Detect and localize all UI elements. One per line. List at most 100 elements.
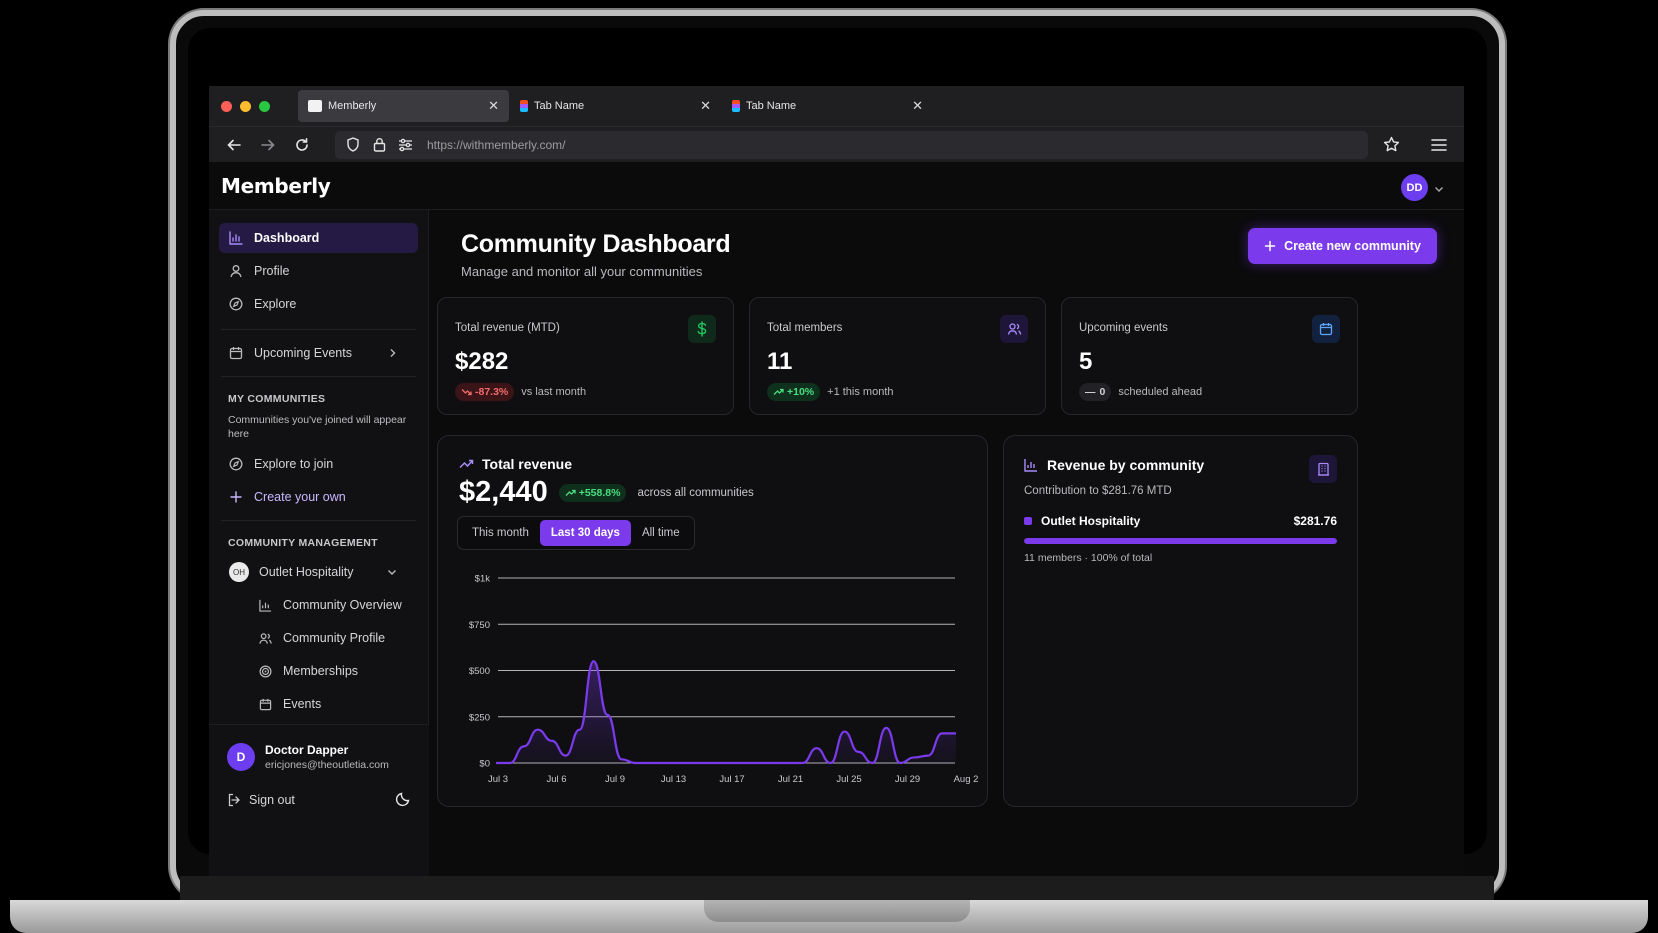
period-selector: This month Last 30 days All time: [457, 516, 695, 550]
users-icon: [1000, 315, 1028, 343]
sidebar: Dashboard Profile Explore Upcoming Event…: [209, 210, 429, 876]
plus-icon: [1264, 240, 1276, 252]
sidebar-item-label: Explore to join: [254, 457, 334, 471]
bar-chart-icon: [229, 231, 243, 245]
forward-button[interactable]: [255, 132, 281, 158]
user-icon: [230, 265, 242, 278]
window-controls: [221, 100, 270, 112]
lock-icon[interactable]: [369, 135, 389, 155]
change-value: 0: [1099, 386, 1106, 398]
total-revenue-value: $2,440: [459, 476, 548, 508]
sign-out-button[interactable]: Sign out: [227, 793, 295, 807]
sidebar-item-label: Dashboard: [254, 231, 320, 245]
stat-value: 11: [767, 348, 793, 375]
period-all-time[interactable]: All time: [641, 527, 680, 539]
create-your-own-link[interactable]: Create your own: [219, 482, 418, 512]
y-tick-label: $250: [469, 712, 490, 723]
create-community-label: Create new community: [1284, 239, 1421, 253]
minimize-window-button[interactable]: [240, 100, 251, 112]
target-icon: [259, 665, 272, 677]
chevron-down-icon[interactable]: [1434, 180, 1444, 198]
my-communities-heading: MY COMMUNITIES: [228, 393, 326, 405]
url-text[interactable]: https://withmemberly.com/: [427, 137, 566, 152]
explore-to-join-link[interactable]: Explore to join: [219, 449, 418, 479]
change-badge: +10%: [767, 383, 821, 401]
trend-down-icon: [461, 389, 472, 396]
page-title: Community Dashboard: [461, 230, 731, 258]
shield-icon[interactable]: [343, 135, 363, 155]
reload-button[interactable]: [289, 132, 315, 158]
memberly-favicon-icon: [308, 100, 322, 112]
y-tick-label: $0: [479, 759, 490, 770]
x-tick-label: Jul 3: [488, 774, 508, 785]
calendar-icon: [229, 347, 243, 360]
minus-icon: —: [1085, 386, 1096, 398]
community-revenue-detail: 11 members · 100% of total: [1024, 552, 1153, 564]
sidebar-item-label: Create your own: [254, 490, 346, 504]
change-value: -87.3%: [475, 386, 509, 398]
x-tick-label: Jul 9: [605, 774, 625, 785]
close-tab-icon[interactable]: ✕: [700, 98, 711, 113]
plus-icon: [230, 491, 242, 503]
community-revenue-name: Outlet Hospitality: [1041, 514, 1141, 528]
building-icon[interactable]: [1309, 455, 1337, 483]
community-selector[interactable]: OH Outlet Hospitality: [219, 557, 418, 587]
revenue-note: across all communities: [637, 486, 754, 499]
period-this-month[interactable]: This month: [472, 527, 529, 539]
sidebar-item-community-overview[interactable]: Community Overview: [219, 590, 418, 620]
close-tab-icon[interactable]: ✕: [488, 98, 499, 113]
community-revenue-row[interactable]: Outlet Hospitality $281.76: [1024, 514, 1337, 528]
create-community-button[interactable]: Create new community: [1248, 228, 1437, 264]
tab-2[interactable]: Tab Name ✕: [510, 90, 721, 122]
memberly-logo[interactable]: Memberly: [221, 173, 331, 198]
y-tick-label: $750: [469, 620, 490, 631]
bar-chart-icon: [1024, 459, 1037, 472]
tab-memberly[interactable]: Memberly ✕: [298, 90, 509, 122]
y-tick-label: $500: [469, 666, 490, 677]
community-logo-icon: OH: [229, 562, 249, 582]
bookmark-star-icon[interactable]: [1378, 132, 1404, 158]
address-bar[interactable]: https://withmemberly.com/: [335, 130, 1368, 159]
community-name: Outlet Hospitality: [259, 565, 354, 579]
laptop-notch: [704, 900, 970, 922]
calendar-icon: [259, 698, 272, 710]
x-tick-label: Jul 21: [778, 774, 803, 785]
close-window-button[interactable]: [221, 100, 232, 112]
panel-subtitle: Contribution to $281.76 MTD: [1024, 485, 1172, 497]
back-button[interactable]: [221, 132, 247, 158]
sidebar-item-profile[interactable]: Profile: [219, 256, 418, 286]
community-revenue-bar-fill: [1024, 538, 1337, 544]
tab-3[interactable]: Tab Name ✕: [722, 90, 933, 122]
user-avatar: D: [227, 743, 255, 771]
header-avatar[interactable]: DD: [1401, 174, 1428, 201]
browser-window: Memberly ✕ Tab Name ✕ Tab Name ✕ https: [209, 86, 1464, 876]
legend-swatch: [1024, 517, 1032, 525]
sidebar-item-community-profile[interactable]: Community Profile: [219, 623, 418, 653]
stat-value: $282: [455, 348, 509, 375]
x-tick-label: Jul 29: [895, 774, 920, 785]
close-tab-icon[interactable]: ✕: [912, 98, 923, 113]
sidebar-item-label: Community Profile: [283, 631, 386, 645]
calendar-icon: [1312, 315, 1340, 343]
stat-card-members: Total members 11 +10% +1 this month: [749, 297, 1046, 415]
x-tick-label: Jul 13: [661, 774, 686, 785]
sidebar-item-events[interactable]: Events: [219, 689, 418, 719]
sliders-icon[interactable]: [395, 135, 415, 155]
period-last-30-days[interactable]: Last 30 days: [539, 520, 631, 546]
sign-out-label: Sign out: [249, 793, 295, 807]
community-revenue-amount: $281.76: [1293, 514, 1337, 528]
sidebar-item-explore[interactable]: Explore: [219, 289, 418, 319]
sidebar-item-memberships[interactable]: Memberships: [219, 656, 418, 686]
moon-icon[interactable]: [395, 791, 411, 812]
user-profile-summary[interactable]: D Doctor Dapper ericjones@theoutletia.co…: [209, 725, 429, 771]
page-subtitle: Manage and monitor all your communities: [461, 264, 703, 279]
sidebar-item-dashboard[interactable]: Dashboard: [219, 223, 418, 253]
maximize-window-button[interactable]: [259, 100, 270, 112]
sidebar-item-upcoming-events[interactable]: Upcoming Events: [219, 338, 418, 368]
sidebar-item-label: Upcoming Events: [254, 346, 352, 360]
sign-out-row: Sign out: [209, 771, 429, 807]
sidebar-footer: D Doctor Dapper ericjones@theoutletia.co…: [209, 724, 429, 876]
menu-icon[interactable]: [1426, 132, 1452, 158]
tab-title: Memberly: [328, 100, 377, 112]
sidebar-item-label: Community Overview: [283, 598, 402, 612]
